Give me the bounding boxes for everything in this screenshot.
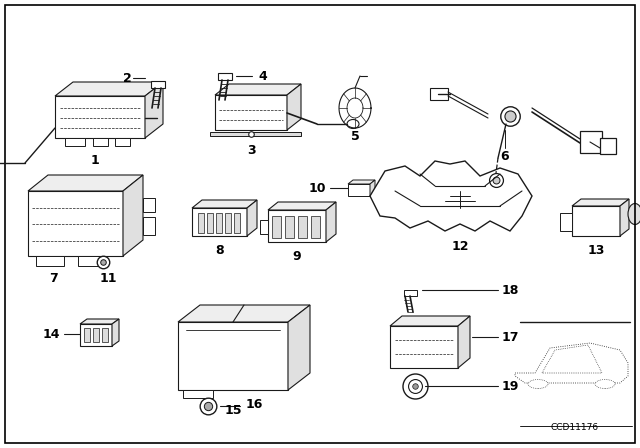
Text: 14: 14 <box>42 327 60 340</box>
Bar <box>93 138 108 146</box>
Bar <box>143 198 155 212</box>
Bar <box>93 328 99 342</box>
Bar <box>311 216 320 238</box>
Text: 9: 9 <box>292 250 301 263</box>
Bar <box>78 256 106 266</box>
Bar <box>198 213 204 233</box>
Text: 3: 3 <box>246 143 255 156</box>
Bar <box>404 290 417 296</box>
Bar <box>216 213 222 233</box>
Polygon shape <box>55 82 163 96</box>
Bar <box>225 213 231 233</box>
Text: 6: 6 <box>500 150 509 163</box>
Polygon shape <box>390 326 458 368</box>
Text: 1: 1 <box>91 154 99 167</box>
Bar <box>115 138 130 146</box>
Text: 7: 7 <box>49 271 58 284</box>
Polygon shape <box>572 199 629 206</box>
Polygon shape <box>515 343 628 383</box>
Bar <box>84 328 90 342</box>
Polygon shape <box>112 319 119 346</box>
Bar <box>183 390 213 398</box>
Polygon shape <box>145 82 163 138</box>
Polygon shape <box>28 191 123 256</box>
Polygon shape <box>178 322 288 390</box>
Polygon shape <box>80 324 112 346</box>
Text: CCD11176: CCD11176 <box>551 423 599 432</box>
Polygon shape <box>215 95 287 130</box>
Ellipse shape <box>347 120 359 129</box>
Bar <box>151 81 165 88</box>
Text: 4: 4 <box>258 69 267 82</box>
Polygon shape <box>620 199 629 236</box>
Text: 11: 11 <box>99 271 116 284</box>
Ellipse shape <box>528 379 548 388</box>
Text: 5: 5 <box>351 129 360 142</box>
Polygon shape <box>348 184 370 196</box>
Bar <box>260 220 268 234</box>
Polygon shape <box>348 180 375 184</box>
Polygon shape <box>210 132 301 136</box>
Polygon shape <box>247 200 257 236</box>
Bar <box>580 131 602 153</box>
Polygon shape <box>80 319 119 324</box>
Polygon shape <box>268 202 336 210</box>
Bar <box>298 216 307 238</box>
Polygon shape <box>192 208 247 236</box>
Polygon shape <box>542 345 602 373</box>
Ellipse shape <box>595 379 615 388</box>
Polygon shape <box>326 202 336 242</box>
Text: 15: 15 <box>224 404 242 417</box>
Text: 10: 10 <box>308 181 326 194</box>
Polygon shape <box>287 84 301 130</box>
Bar <box>36 256 64 266</box>
Text: 2: 2 <box>123 72 131 85</box>
Ellipse shape <box>628 203 640 224</box>
Polygon shape <box>370 161 532 231</box>
Text: 17: 17 <box>502 331 520 344</box>
Text: 19: 19 <box>502 379 520 392</box>
Polygon shape <box>192 200 257 208</box>
Bar <box>218 73 232 80</box>
Polygon shape <box>55 96 145 138</box>
Text: 8: 8 <box>215 244 224 257</box>
Bar <box>65 138 85 146</box>
Polygon shape <box>390 316 470 326</box>
Polygon shape <box>215 84 301 95</box>
Polygon shape <box>288 305 310 390</box>
Bar <box>143 217 155 235</box>
Bar <box>430 88 448 100</box>
Polygon shape <box>178 305 310 322</box>
Bar <box>102 328 108 342</box>
Polygon shape <box>268 210 326 242</box>
Bar <box>234 213 240 233</box>
Text: 18: 18 <box>502 284 520 297</box>
Text: 13: 13 <box>588 244 605 257</box>
Text: 12: 12 <box>451 240 468 253</box>
Polygon shape <box>28 175 143 191</box>
Bar <box>207 213 213 233</box>
Bar <box>285 216 294 238</box>
Polygon shape <box>458 316 470 368</box>
Polygon shape <box>572 206 620 236</box>
Bar <box>272 216 281 238</box>
Text: 16: 16 <box>246 397 264 410</box>
Polygon shape <box>123 175 143 256</box>
Polygon shape <box>370 180 375 196</box>
Bar <box>560 213 572 231</box>
Bar <box>600 138 616 154</box>
